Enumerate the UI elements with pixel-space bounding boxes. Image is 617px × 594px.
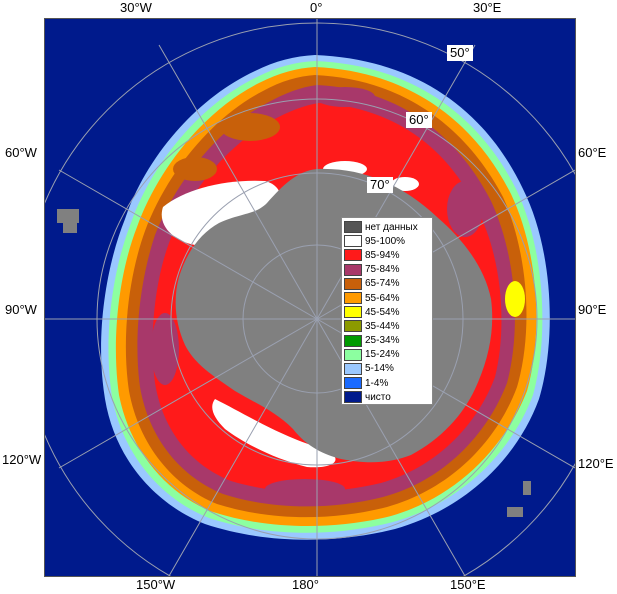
legend-item: нет данных	[344, 220, 430, 234]
ice-patch	[447, 181, 483, 237]
legend-label: 25-34%	[365, 335, 400, 347]
legend-item: 45-54%	[344, 305, 430, 319]
meridian-label-60e: 60°E	[578, 145, 607, 160]
latitude-label-60: 60°	[406, 112, 432, 128]
meridian-60w	[58, 169, 318, 320]
meridian-label-120w: 120°W	[2, 452, 42, 467]
concentration-legend: нет данных 95-100% 85-94% 75-84% 65-74% 55-64…	[341, 217, 433, 405]
legend-item: 95-100%	[344, 234, 430, 248]
legend-label: нет данных	[365, 221, 418, 233]
legend-swatch	[344, 249, 362, 262]
ice-patch	[315, 87, 375, 107]
legend-swatch	[344, 377, 362, 390]
meridian-120w	[58, 318, 318, 469]
meridian-label-90w: 90°W	[5, 302, 37, 317]
meridian-label-60w: 60°W	[5, 145, 37, 160]
legend-swatch	[344, 306, 362, 319]
legend-item: 55-64%	[344, 291, 430, 305]
legend-item: 75-84%	[344, 263, 430, 277]
meridian-label-90e: 90°E	[578, 302, 607, 317]
ice-patch	[505, 281, 525, 317]
meridian-label-120e: 120°E	[578, 456, 614, 471]
legend-label: 85-94%	[365, 249, 400, 261]
legend-item: 65-74%	[344, 277, 430, 291]
latitude-label-50: 50°	[447, 45, 473, 61]
polar-stereographic-map	[45, 19, 575, 576]
legend-swatch	[344, 221, 362, 234]
ice-patch	[265, 479, 345, 499]
legend-label: 45-54%	[365, 306, 400, 318]
no-data-speck	[57, 209, 79, 223]
no-data-speck	[507, 507, 523, 517]
ice-patch	[220, 113, 280, 141]
legend-swatch	[344, 292, 362, 305]
legend-label: 35-44%	[365, 320, 400, 332]
legend-swatch	[344, 362, 362, 375]
legend-item: чисто	[344, 390, 430, 404]
legend-label: 5-14%	[365, 363, 394, 375]
ice-patch	[151, 313, 179, 385]
meridian-label-180-bottom: 180°	[292, 577, 319, 592]
legend-swatch	[344, 235, 362, 248]
legend-item: 35-44%	[344, 319, 430, 333]
legend-label: 95-100%	[365, 235, 406, 247]
legend-swatch	[344, 277, 362, 290]
legend-label: 15-24%	[365, 349, 400, 361]
meridian-label-150e-bottom: 150°E	[450, 577, 486, 592]
latitude-label-70: 70°	[367, 177, 393, 193]
ice-white-patch	[391, 177, 419, 191]
legend-label: 55-64%	[365, 292, 400, 304]
meridian-label-30w-top: 30°W	[120, 0, 152, 15]
legend-label: чисто	[365, 391, 391, 403]
legend-item: 85-94%	[344, 248, 430, 262]
no-data-speck	[63, 223, 77, 233]
legend-swatch	[344, 320, 362, 333]
legend-item: 15-24%	[344, 348, 430, 362]
legend-swatch	[344, 391, 362, 404]
ice-patch	[173, 157, 217, 181]
meridian-label-30e-top: 30°E	[473, 0, 502, 15]
meridian-150w	[168, 318, 318, 576]
legend-item: 25-34%	[344, 334, 430, 348]
meridian-label-150w-bottom: 150°W	[136, 577, 176, 592]
legend-label: 75-84%	[365, 264, 400, 276]
sea-ice-map: 50° 60° 70° нет данных 95-100% 85-94% 75-84…	[44, 18, 576, 577]
ice-white-ross	[212, 399, 336, 468]
legend-item: 1-4%	[344, 376, 430, 390]
meridian-label-0-top: 0°	[310, 0, 323, 15]
legend-swatch	[344, 263, 362, 276]
legend-label: 65-74%	[365, 278, 400, 290]
legend-item: 5-14%	[344, 362, 430, 376]
ice-white-weddell	[161, 180, 281, 245]
legend-swatch	[344, 348, 362, 361]
legend-label: 1-4%	[365, 377, 389, 389]
legend-swatch	[344, 334, 362, 347]
meridian-30w	[158, 44, 318, 320]
no-data-speck	[523, 481, 531, 495]
